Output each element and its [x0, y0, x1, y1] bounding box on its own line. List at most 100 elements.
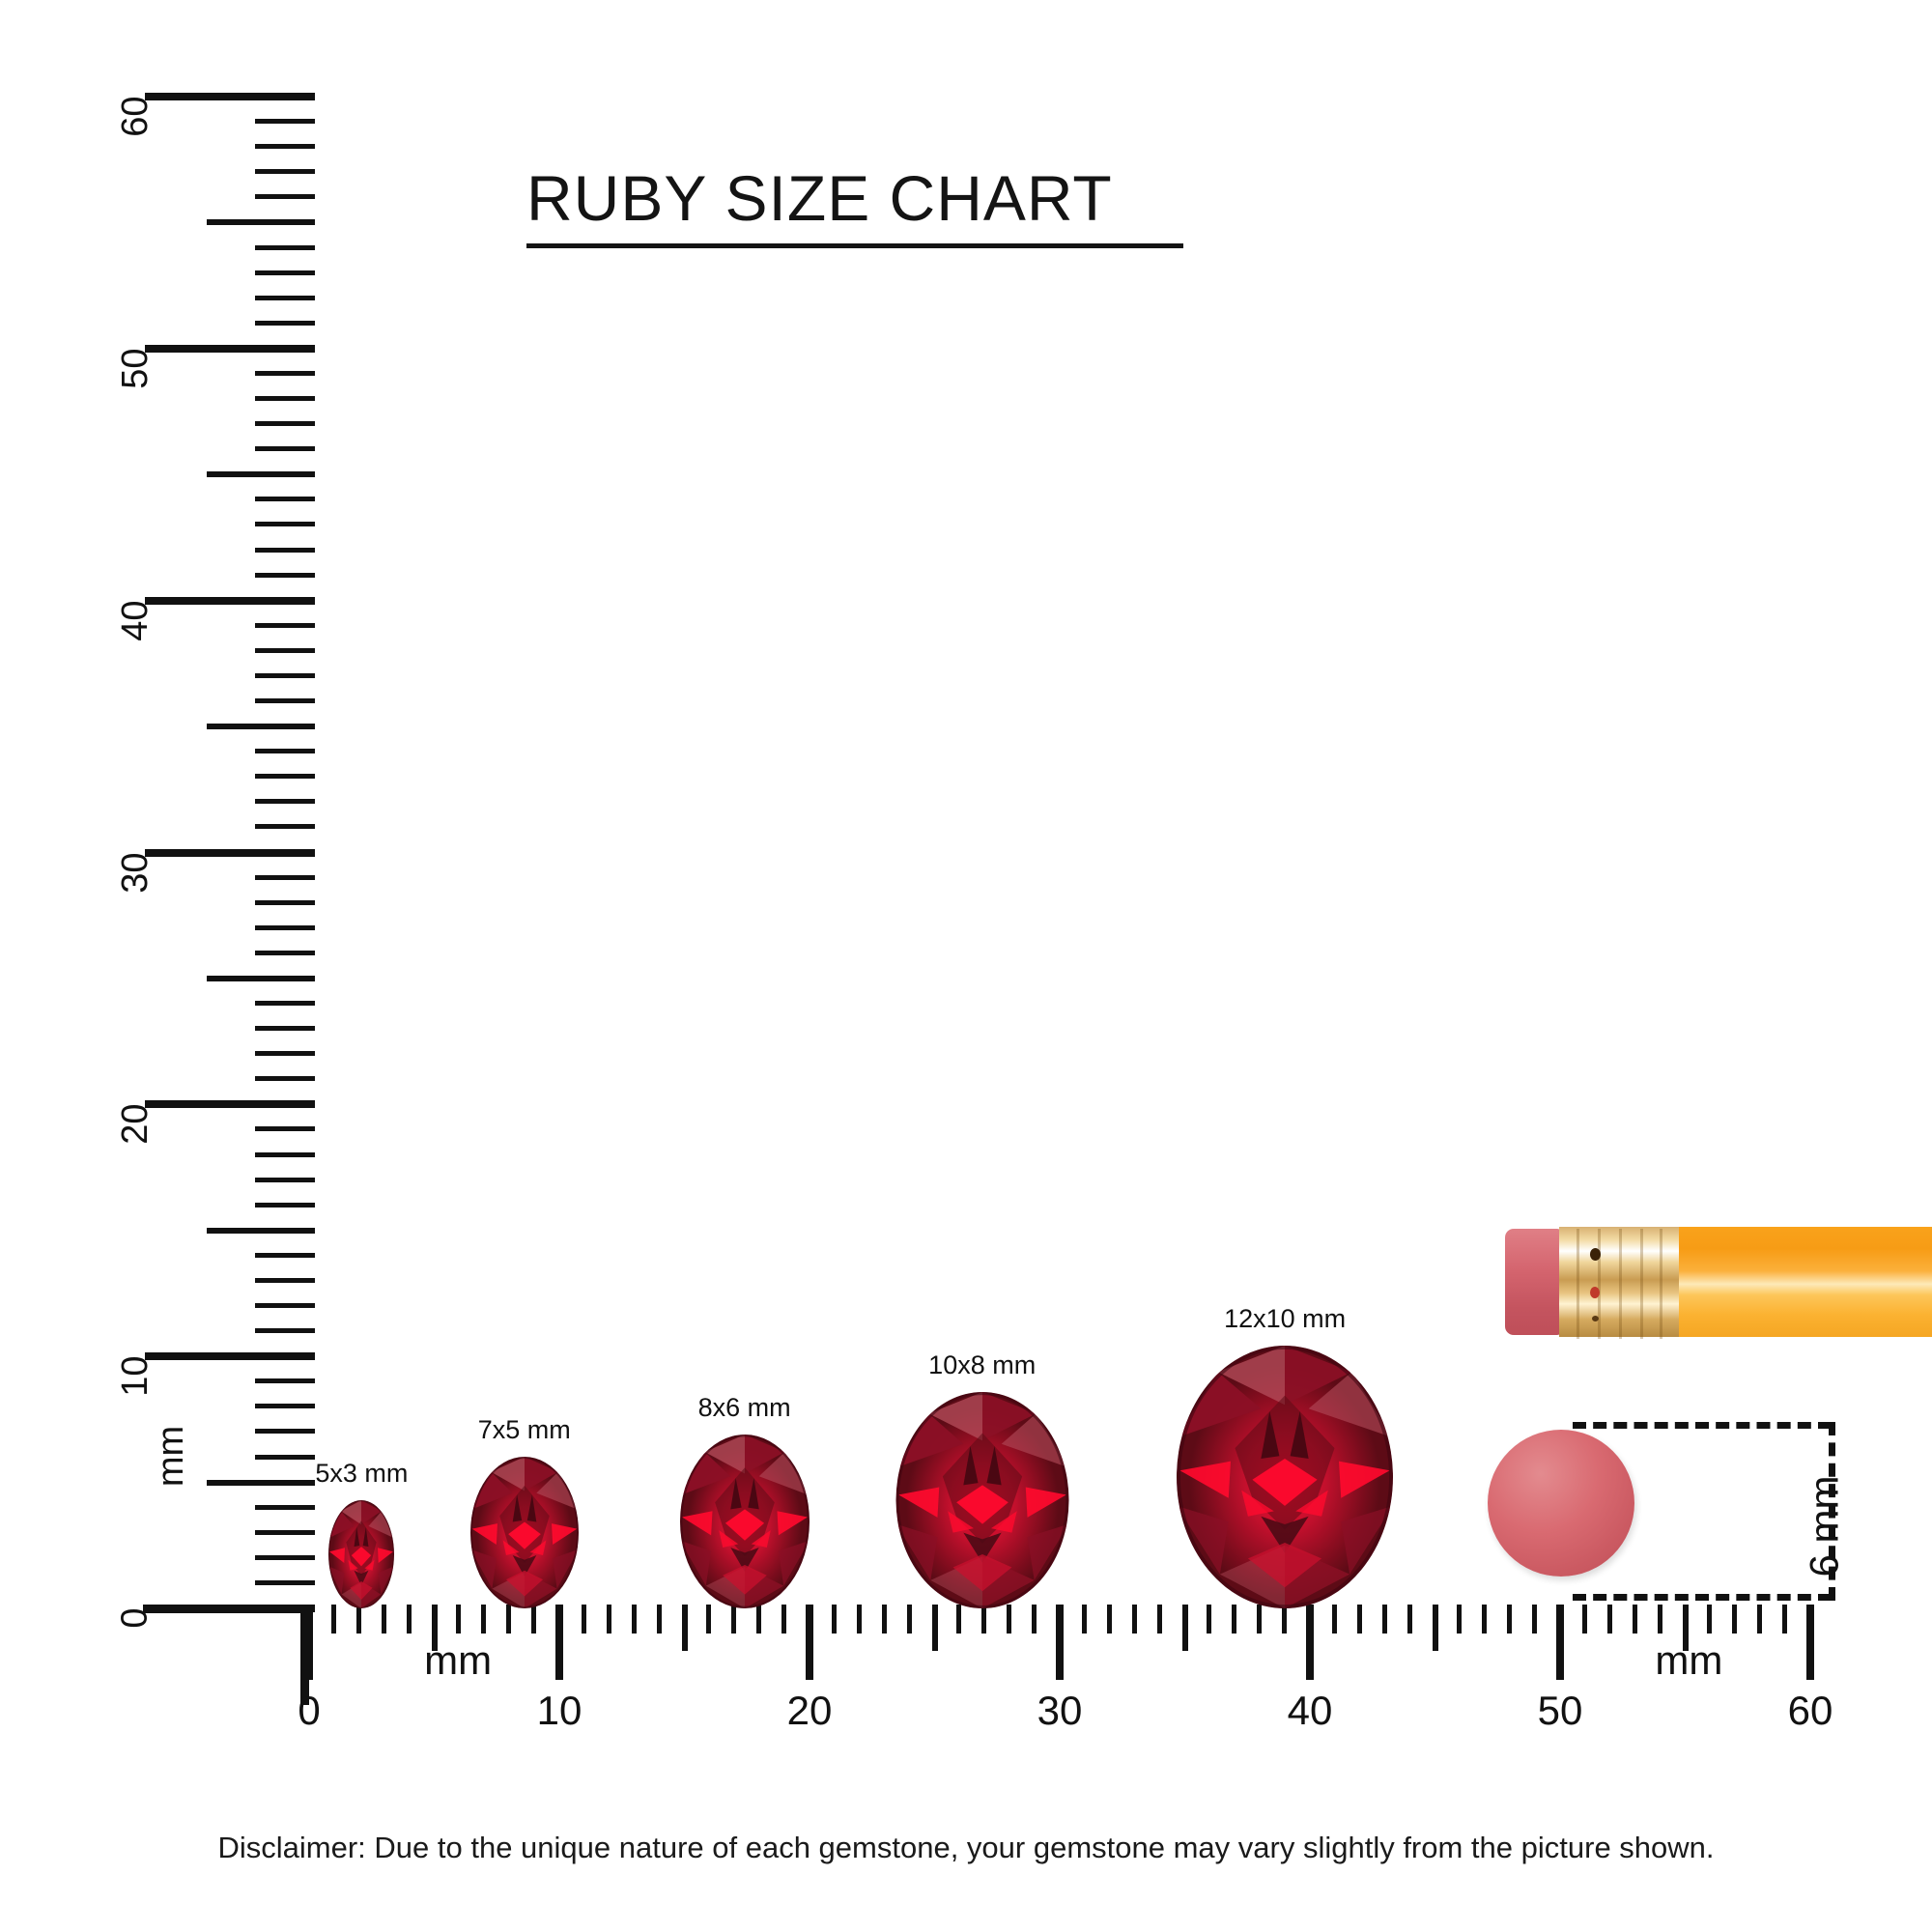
hruler-unit-label-right: mm	[1655, 1637, 1723, 1683]
gemstone-oval-graphic	[328, 1500, 395, 1608]
pencil-reference-object	[1505, 1225, 1932, 1339]
hruler-label-40: 40	[1287, 1688, 1333, 1733]
hruler-tick-0	[305, 1605, 313, 1680]
hruler-tick-6	[456, 1605, 462, 1634]
hruler-tick-36	[1207, 1605, 1212, 1634]
vruler-tick-41	[255, 572, 315, 578]
hruler-tick-5	[431, 1605, 438, 1651]
gemstone-8x6-mm: 8x6 mm	[679, 1393, 810, 1608]
hruler-tick-46	[1457, 1605, 1463, 1634]
hruler-tick-33	[1131, 1605, 1137, 1634]
hruler-tick-24	[906, 1605, 912, 1634]
vruler-tick-17	[255, 1177, 315, 1182]
vruler-label-20: 20	[114, 1103, 156, 1146]
vruler-tick-20	[145, 1100, 315, 1109]
vruler-tick-49	[255, 370, 315, 376]
ferrule-dot-small	[1592, 1316, 1599, 1321]
vertical-ruler: 0 10 20 30 40 50 60	[115, 93, 315, 1629]
horizontal-ruler: 0 10 20 30 40 50 60 mm mm	[298, 1605, 1833, 1733]
hruler-tick-3	[381, 1605, 386, 1634]
vruler-tick-19	[255, 1126, 315, 1132]
vruler-label-40: 40	[114, 600, 156, 641]
hruler-tick-49	[1532, 1605, 1538, 1634]
gemstone-12x10-mm: 12x10 mm	[1177, 1304, 1394, 1608]
vruler-tick-58	[255, 144, 315, 150]
hruler-tick-40	[1306, 1605, 1314, 1680]
hruler-tick-51	[1581, 1605, 1587, 1634]
vruler-tick-51	[255, 320, 315, 326]
gemstone-label: 10x8 mm	[928, 1350, 1037, 1379]
gemstone-oval-graphic	[469, 1457, 579, 1608]
hruler-tick-50	[1556, 1605, 1564, 1680]
vruler-tick-22	[255, 1051, 315, 1057]
vruler-tick-39	[255, 622, 315, 628]
hruler-tick-48	[1507, 1605, 1513, 1634]
vruler-tick-53	[255, 270, 315, 275]
hruler-label-0: 0	[298, 1688, 321, 1733]
vruler-tick-23	[255, 1026, 315, 1032]
hruler-unit-label-left: mm	[424, 1637, 493, 1683]
vruler-tick-27	[255, 924, 315, 930]
gemstone-label: 12x10 mm	[1224, 1304, 1347, 1333]
hruler-tick-4	[406, 1605, 412, 1634]
hruler-label-50: 50	[1537, 1688, 1583, 1733]
vruler-tick-3	[255, 1529, 315, 1535]
vruler-tick-24	[255, 1001, 315, 1006]
vruler-tick-40	[145, 596, 315, 605]
hruler-label-60: 60	[1787, 1688, 1833, 1733]
gemstone-label: 5x3 mm	[315, 1459, 409, 1488]
hruler-tick-41	[1331, 1605, 1337, 1634]
vruler-tick-33	[255, 774, 315, 780]
vruler-tick-37	[255, 672, 315, 678]
hruler-tick-44	[1406, 1605, 1412, 1634]
hruler-tick-42	[1356, 1605, 1362, 1634]
hruler-tick-57	[1732, 1605, 1738, 1634]
hruler-tick-25	[931, 1605, 938, 1651]
vruler-tick-28	[255, 899, 315, 905]
vruler-tick-59	[255, 119, 315, 125]
page-title-block: RUBY SIZE CHART	[526, 166, 1183, 248]
vruler-tick-47	[255, 421, 315, 427]
gemstone-oval-graphic	[895, 1392, 1069, 1608]
vruler-label-50: 50	[114, 348, 156, 389]
hruler-tick-11	[581, 1605, 586, 1634]
hruler-label-10: 10	[536, 1688, 582, 1733]
hruler-tick-2	[355, 1605, 361, 1634]
vruler-tick-1	[255, 1579, 315, 1585]
hruler-tick-45	[1432, 1605, 1438, 1651]
vruler-tick-11	[255, 1328, 315, 1334]
vruler-tick-56	[255, 194, 315, 200]
vruler-tick-4	[255, 1504, 315, 1510]
vruler-tick-31	[255, 824, 315, 830]
vruler-tick-54	[255, 244, 315, 250]
ruler-corner-vertical	[300, 1605, 309, 1705]
hruler-tick-37	[1232, 1605, 1237, 1634]
gemstone-oval-graphic	[1177, 1346, 1394, 1608]
eraser-bracket-bottom	[1573, 1594, 1832, 1601]
hruler-tick-21	[831, 1605, 837, 1634]
vruler-label-30: 30	[114, 852, 156, 894]
hruler-tick-28	[1007, 1605, 1012, 1634]
hruler-tick-10	[555, 1605, 563, 1680]
pencil-ferrule	[1559, 1227, 1681, 1339]
vruler-tick-36	[255, 698, 315, 703]
hruler-label-30: 30	[1037, 1688, 1083, 1733]
hruler-tick-58	[1757, 1605, 1763, 1634]
hruler-tick-16	[706, 1605, 712, 1634]
vruler-tick-48	[255, 396, 315, 401]
hruler-tick-20	[806, 1605, 813, 1680]
hruler-tick-31	[1081, 1605, 1087, 1634]
vruler-tick-35	[207, 724, 315, 730]
hruler-tick-35	[1181, 1605, 1188, 1651]
vruler-tick-18	[255, 1151, 315, 1157]
hruler-tick-43	[1381, 1605, 1387, 1634]
vruler-tick-5	[207, 1479, 315, 1486]
hruler-tick-54	[1657, 1605, 1662, 1634]
vruler-tick-60	[145, 93, 315, 100]
ferrule-dot-dark	[1590, 1248, 1601, 1261]
pencil-eraser-top-circle	[1488, 1430, 1634, 1577]
vruler-tick-42	[255, 547, 315, 553]
hruler-tick-29	[1032, 1605, 1037, 1634]
vruler-tick-43	[255, 522, 315, 527]
hruler-tick-12	[606, 1605, 611, 1634]
